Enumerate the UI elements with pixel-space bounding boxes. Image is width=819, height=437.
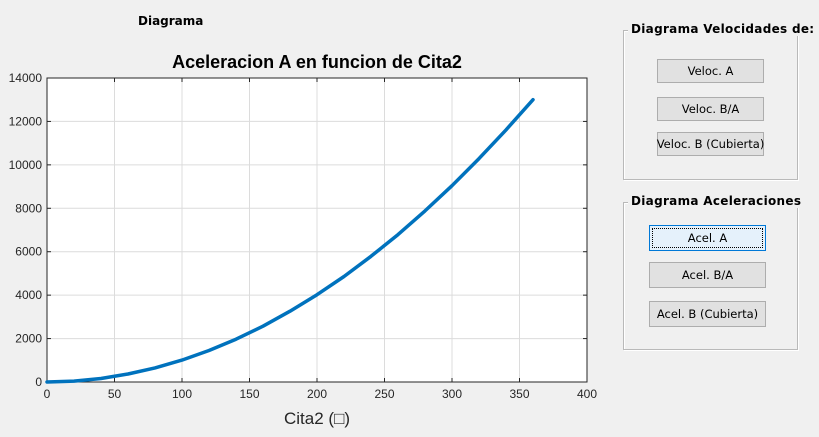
velocities-panel: Diagrama Velocidades de: Veloc. A Veloc.… xyxy=(623,22,818,180)
y-tick-label: 4000 xyxy=(15,288,42,302)
velocities-panel-title: Diagrama Velocidades de: xyxy=(628,22,818,36)
veloc-ba-button[interactable]: Veloc. B/A xyxy=(657,97,764,121)
series-line xyxy=(45,97,535,384)
x-tick-label: 250 xyxy=(374,387,394,401)
y-tick-label: 0 xyxy=(35,375,42,389)
acel-b-cubierta-button[interactable]: Acel. B (Cubierta) xyxy=(649,301,766,327)
accelerations-panel-title: Diagrama Aceleraciones xyxy=(628,194,805,208)
x-tick-label: 50 xyxy=(108,387,122,401)
x-tick-label: 150 xyxy=(239,387,259,401)
y-tick-label: 14000 xyxy=(9,71,43,85)
y-tick-label: 12000 xyxy=(9,114,43,128)
chart-title: Aceleracion A en funcion de Cita2 xyxy=(172,52,462,72)
x-tick-label: 300 xyxy=(442,387,462,401)
acceleration-chart: 0 50 100 150 200 250 300 350 4000200040006000800… xyxy=(9,52,598,428)
acel-ba-button[interactable]: Acel. B/A xyxy=(649,262,766,288)
x-tick-label: 100 xyxy=(172,387,192,401)
axes: 0 50 100 150 200 250 300 350 4000200040006000800… xyxy=(9,71,598,401)
y-tick-label: 2000 xyxy=(15,332,42,346)
x-tick-label: 200 xyxy=(307,387,327,401)
veloc-a-button[interactable]: Veloc. A xyxy=(657,59,764,83)
x-axis-label: Cita2 (□) xyxy=(284,409,350,428)
x-tick-label: 400 xyxy=(577,387,597,401)
series-layer xyxy=(45,97,535,384)
diagram-label: Diagrama xyxy=(138,14,204,28)
accelerations-panel: Diagrama Aceleraciones Acel. A Acel. B/A… xyxy=(623,194,805,350)
y-tick-label: 6000 xyxy=(15,245,42,259)
y-tick-label: 8000 xyxy=(15,201,42,215)
acel-a-button[interactable]: Acel. A xyxy=(649,225,766,251)
veloc-b-cubierta-button[interactable]: Veloc. B (Cubierta) xyxy=(657,132,764,156)
x-tick-label: 350 xyxy=(509,387,529,401)
y-tick-label: 10000 xyxy=(9,158,43,172)
x-tick-label: 0 xyxy=(44,387,51,401)
